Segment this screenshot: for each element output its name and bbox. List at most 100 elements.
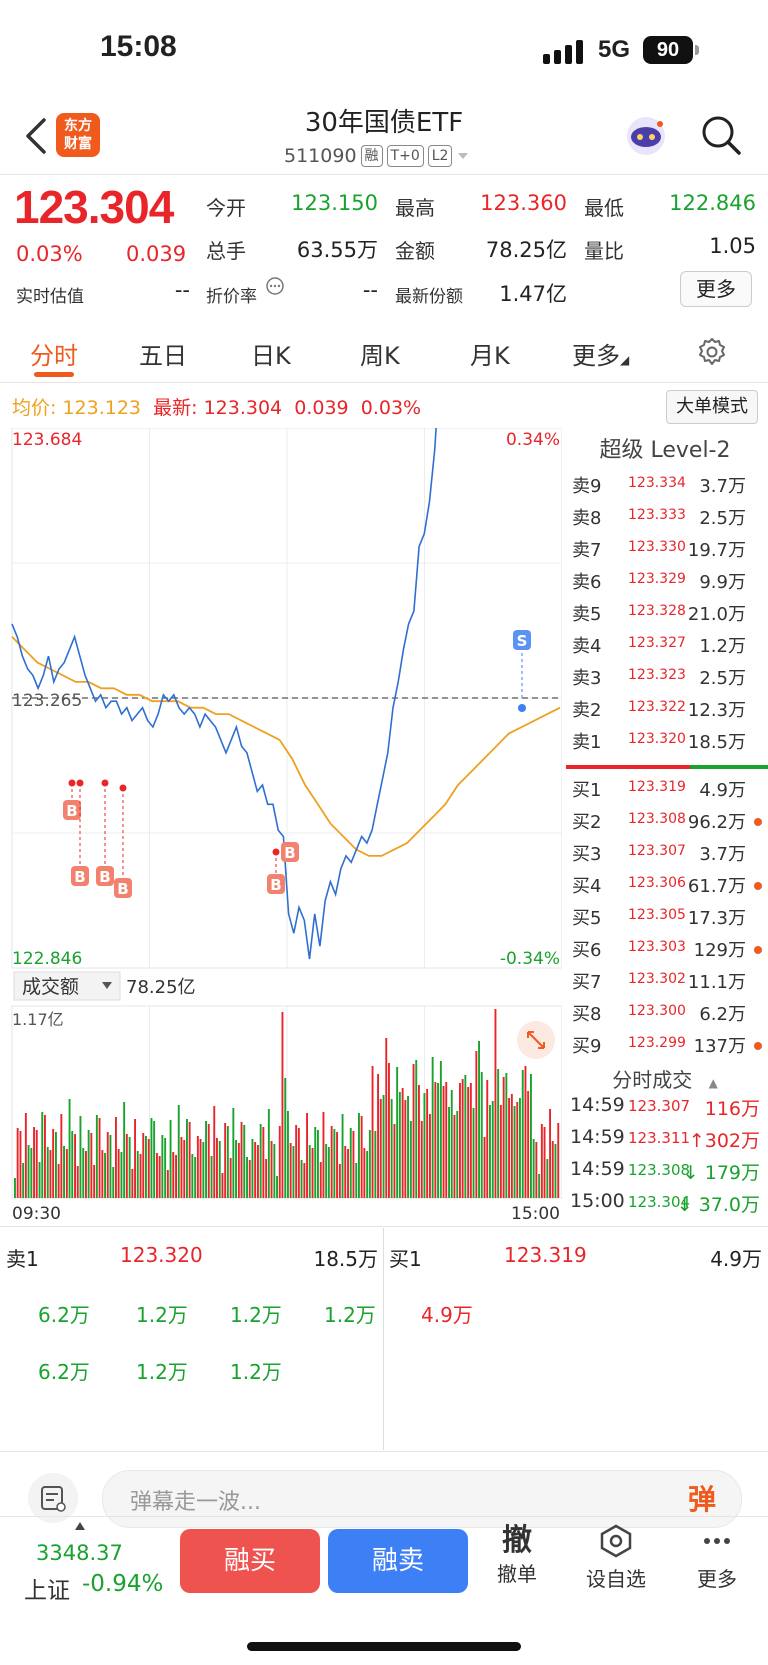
queue-sell-vol: 18.5万 — [313, 1247, 378, 1271]
latest-value: 123.304 — [203, 397, 283, 419]
orderbook-row[interactable]: 买7 123.302 11.1万 — [572, 968, 768, 1000]
more-menu-button[interactable]: 更多 — [677, 1524, 757, 1592]
tab-5day[interactable]: 五日 — [139, 342, 187, 370]
level-price: 123.319 — [628, 779, 686, 795]
volume-bar — [371, 1066, 374, 1198]
orderbook-row[interactable]: 买8 123.300 6.2万 — [572, 1000, 768, 1032]
cancel-order-button[interactable]: 撤 撤单 — [477, 1524, 557, 1587]
big-order-mode-button[interactable]: 大单模式 — [666, 390, 758, 424]
danmu-placeholder: 弹幕走一波... — [130, 1490, 261, 1515]
queue-buy-price: 123.319 — [504, 1243, 587, 1267]
buy-marker-label: B — [117, 880, 128, 898]
logo-line2: 财富 — [64, 136, 92, 152]
info-icon[interactable] — [265, 276, 285, 296]
volume-bar — [35, 1130, 38, 1198]
orderbook-row[interactable]: 买9 123.299 137万 — [572, 1032, 768, 1064]
orderbook-row[interactable]: 卖8 123.333 2.5万 — [572, 504, 768, 536]
volume-bar — [401, 1088, 404, 1198]
open-value: 123.150 — [291, 191, 378, 215]
orderbook-row[interactable]: 卖4 123.327 1.2万 — [572, 632, 768, 664]
orderbook-row[interactable]: 卖5 123.328 21.0万 — [572, 600, 768, 632]
level-price: 123.328 — [628, 603, 686, 619]
more-label: 更多 — [697, 1567, 737, 1591]
volume-bar — [437, 1083, 439, 1198]
volume-type-dropdown[interactable] — [13, 971, 121, 1001]
volume-bar — [396, 1067, 399, 1198]
index-percent[interactable]: -0.94% — [82, 1571, 164, 1597]
volume-bar — [27, 1145, 30, 1198]
volume-bar — [63, 1146, 65, 1198]
danmu-list-icon[interactable] — [28, 1473, 78, 1523]
orderbook-row[interactable]: 买1 123.319 4.9万 — [572, 776, 768, 808]
tick-time: 14:59 — [570, 1126, 625, 1148]
orderbook-row[interactable]: 买4 123.306 61.7万 — [572, 872, 768, 904]
volume-bar — [325, 1144, 328, 1198]
queue-sell-order: 1.2万 — [136, 1303, 188, 1327]
volume-bar — [161, 1135, 164, 1198]
volume-bar — [434, 1082, 437, 1198]
queue-sell-order: 1.2万 — [230, 1360, 282, 1384]
add-watchlist-button[interactable]: 设自选 — [576, 1524, 656, 1592]
shares-label: 最新份额 — [395, 287, 463, 307]
level2-title: 超级 Level-2 — [599, 438, 731, 463]
buy-marker-label: B — [99, 868, 110, 886]
orderbook-row[interactable]: 买3 123.307 3.7万 — [572, 840, 768, 872]
search-icon[interactable] — [700, 114, 742, 156]
index-name[interactable]: 上证 — [24, 1578, 70, 1604]
danmu-input[interactable] — [102, 1470, 742, 1528]
sell-marker-label: S — [517, 632, 528, 650]
level-label: 买3 — [572, 844, 602, 865]
orderbook-row[interactable]: 卖3 123.323 2.5万 — [572, 664, 768, 696]
orderbook-row[interactable]: 卖1 123.320 18.5万 — [572, 728, 768, 760]
danmu-toggle-button[interactable]: 弹 — [688, 1483, 717, 1516]
orderbook-row[interactable]: 卖2 123.322 12.3万 — [572, 696, 768, 728]
volume-bar — [41, 1112, 44, 1198]
intraday-chart[interactable]: BB BB BBS 123.684 122.846 0.34% -0.34% 123… — [0, 428, 562, 1228]
index-value[interactable]: 3348.37 — [36, 1541, 123, 1565]
tab-monthly-k[interactable]: 月K — [470, 342, 510, 370]
tab-daily-k[interactable]: 日K — [251, 342, 291, 370]
volume-bar — [259, 1124, 262, 1198]
volume-bar — [276, 1176, 278, 1198]
pct-max-label: 0.34% — [506, 430, 560, 450]
volume-bar — [303, 1163, 306, 1198]
back-icon[interactable] — [22, 116, 52, 156]
margin-sell-button[interactable]: 融卖 — [328, 1529, 468, 1593]
tab-more[interactable]: 更多◢ — [572, 336, 629, 371]
orderbook-row[interactable]: 买5 123.305 17.3万 — [572, 904, 768, 936]
queue-sell-order: 6.2万 — [38, 1360, 90, 1384]
tab-intraday[interactable]: 分时 — [30, 342, 78, 370]
orderbook-row[interactable]: 买2 123.308 96.2万 — [572, 808, 768, 840]
settings-gear-icon[interactable] — [696, 336, 728, 368]
orderbook-row[interactable]: 卖7 123.330 19.7万 — [572, 536, 768, 568]
tick-time: 15:00 — [570, 1190, 625, 1212]
level-volume: 2.5万 — [699, 508, 746, 529]
level-label: 卖6 — [572, 572, 602, 593]
level-label: 卖4 — [572, 636, 602, 657]
orderbook-row[interactable]: 买6 123.303 129万 — [572, 936, 768, 968]
volume-bar — [306, 1113, 308, 1198]
security-code-row[interactable]: 511090 融 T+0 L2 — [284, 145, 470, 167]
price-line — [11, 428, 437, 960]
collapse-up-icon: ▲ — [708, 1076, 718, 1090]
volume-bar — [398, 1092, 401, 1198]
assistant-robot-icon[interactable] — [624, 114, 668, 158]
volume-bar — [314, 1127, 317, 1198]
orderbook-row[interactable]: 卖6 123.329 9.9万 — [572, 568, 768, 600]
battery-icon: 90 — [643, 36, 693, 64]
divider — [0, 1516, 768, 1517]
orderbook-row[interactable]: 卖9 123.334 3.7万 — [572, 472, 768, 504]
tick-volume: 116万 — [704, 1098, 760, 1120]
volume-bar — [317, 1130, 319, 1198]
ticks-title[interactable]: 分时成交 ▲ — [562, 1064, 768, 1093]
volume-bar — [409, 1121, 412, 1198]
more-fields-button[interactable]: 更多 — [680, 271, 752, 307]
tab-weekly-k[interactable]: 周K — [360, 342, 400, 370]
margin-buy-button[interactable]: 融买 — [180, 1529, 320, 1593]
volume-bar — [508, 1098, 510, 1198]
volume-total: 78.25亿 — [126, 977, 196, 998]
volume-bar — [93, 1165, 96, 1198]
level-price: 123.323 — [628, 667, 686, 683]
security-code: 511090 — [284, 145, 357, 167]
level-label: 卖8 — [572, 508, 602, 529]
